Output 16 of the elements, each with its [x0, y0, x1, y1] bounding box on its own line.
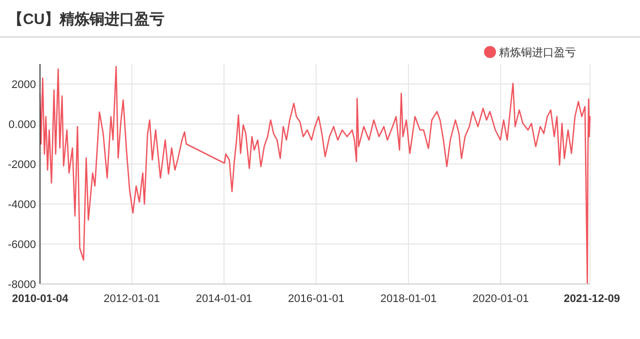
y-tick-label: -8000	[8, 278, 36, 291]
y-tick-label: 0.000	[8, 118, 36, 131]
x-tick-label: 2012-01-01	[104, 293, 160, 305]
x-tick-label: 2016-01-01	[288, 293, 344, 305]
y-tick-label: -2000	[8, 158, 36, 171]
x-tick-label: 2010-01-04	[12, 293, 70, 305]
x-tick-label: 2020-01-01	[472, 293, 529, 305]
x-tick-label: 2014-01-01	[196, 293, 252, 305]
y-tick-label: -6000	[8, 238, 36, 251]
line-series	[39, 66, 591, 285]
legend-label: 精炼铜进口盈亏	[499, 46, 576, 59]
x-tick-label: 2018-01-01	[380, 293, 437, 305]
x-tick-label: 2021-12-09	[564, 293, 620, 305]
y-tick-label: 2000	[12, 78, 36, 91]
chart-title: 【CU】精炼铜进口盈亏	[8, 11, 165, 28]
y-tick-label: -4000	[8, 198, 36, 211]
